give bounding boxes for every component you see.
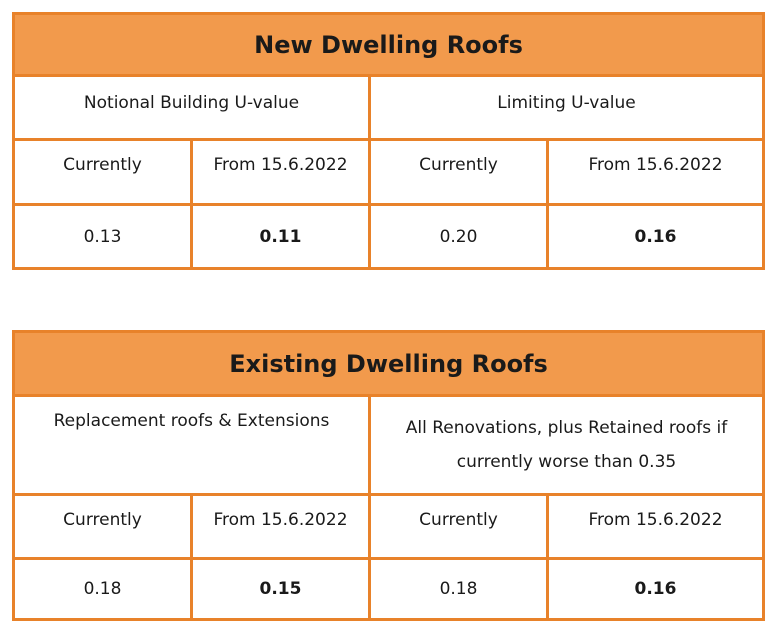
subheader: Currently: [12, 138, 193, 206]
value-cell: 0.18: [12, 557, 193, 621]
table-title: Existing Dwelling Roofs: [12, 330, 765, 397]
value-cell: 0.15: [190, 557, 371, 621]
subheader: From 15.6.2022: [190, 138, 371, 206]
value-cell: 0.16: [546, 557, 765, 621]
subheader: From 15.6.2022: [190, 493, 371, 560]
value-cell: 0.18: [368, 557, 549, 621]
subheader: Currently: [368, 138, 549, 206]
group-header: Limiting U-value: [368, 74, 765, 141]
table-title: New Dwelling Roofs: [12, 12, 765, 77]
new-dwelling-roofs-table: New Dwelling Roofs Notional Building U-v…: [12, 12, 765, 270]
group-header: Replacement roofs & Extensions: [12, 394, 371, 496]
value-cell: 0.20: [368, 203, 549, 270]
value-cell: 0.13: [12, 203, 193, 270]
group-header: Notional Building U-value: [12, 74, 371, 141]
value-cell: 0.11: [190, 203, 371, 270]
value-cell: 0.16: [546, 203, 765, 270]
group-header: All Renovations, plus Retained roofs if …: [368, 394, 765, 496]
subheader: From 15.6.2022: [546, 138, 765, 206]
subheader: Currently: [12, 493, 193, 560]
subheader: From 15.6.2022: [546, 493, 765, 560]
existing-dwelling-roofs-table: Existing Dwelling Roofs Replacement roof…: [12, 330, 765, 621]
subheader: Currently: [368, 493, 549, 560]
